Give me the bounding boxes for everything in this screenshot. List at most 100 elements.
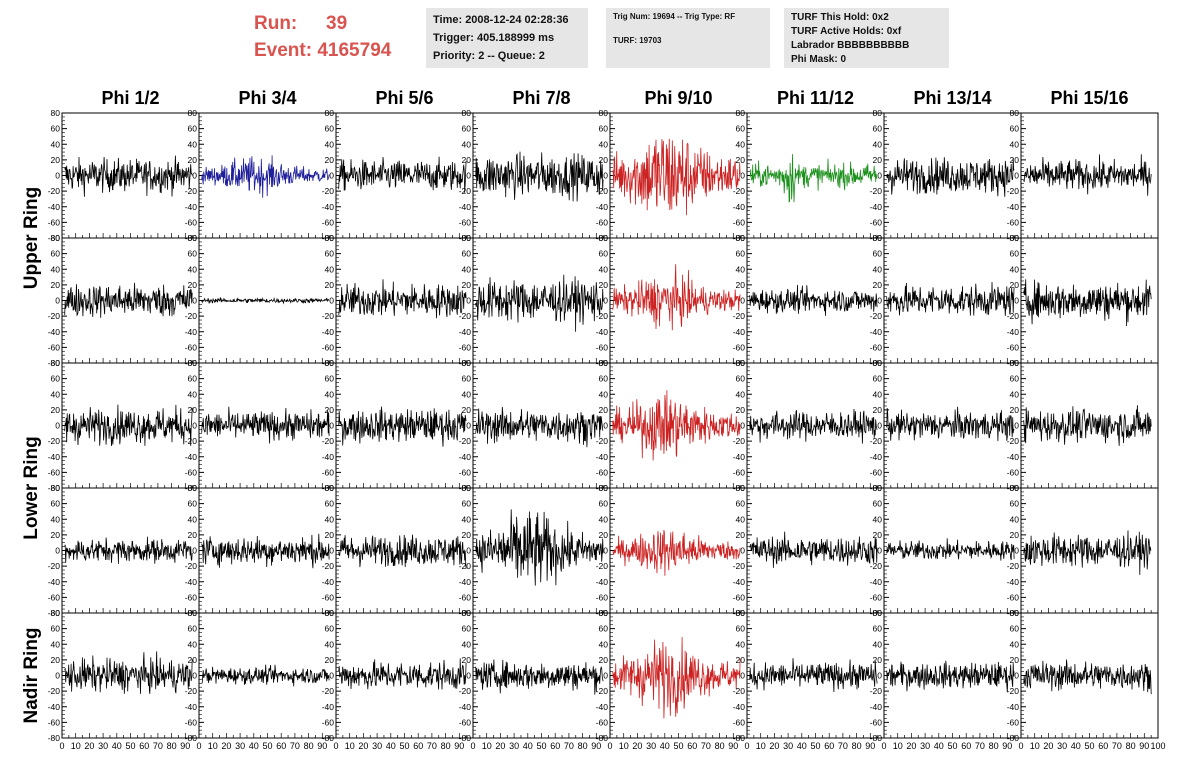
y-tick-label: 60 bbox=[873, 249, 883, 259]
y-tick-label: -60 bbox=[1007, 342, 1020, 352]
y-tick-label: 80 bbox=[599, 483, 609, 493]
y-tick-label: 40 bbox=[325, 514, 335, 524]
y-tick-label: -40 bbox=[185, 702, 198, 712]
waveform-trace bbox=[749, 408, 878, 444]
y-tick-label: -80 bbox=[48, 608, 61, 618]
y-tick-label: -60 bbox=[733, 592, 746, 602]
y-tick-label: 60 bbox=[462, 499, 472, 509]
y-tick-label: 20 bbox=[736, 655, 746, 665]
y-tick-label: 40 bbox=[188, 389, 198, 399]
y-tick-label: -40 bbox=[733, 577, 746, 587]
waveform-trace bbox=[475, 151, 604, 202]
run-value: 39 bbox=[326, 13, 348, 34]
y-tick-label: 60 bbox=[1010, 624, 1020, 634]
y-tick-label: 80 bbox=[462, 608, 472, 618]
x-tick-label: 40 bbox=[660, 741, 670, 751]
x-tick-label: 30 bbox=[235, 741, 245, 751]
y-tick-label: -60 bbox=[459, 467, 472, 477]
y-tick-label: -40 bbox=[48, 327, 61, 337]
y-tick-label: -20 bbox=[459, 686, 472, 696]
y-tick-label: -20 bbox=[1007, 686, 1020, 696]
y-tick-label: 0 bbox=[55, 296, 60, 306]
y-tick-label: 40 bbox=[873, 514, 883, 524]
y-tick-label: 80 bbox=[51, 483, 61, 493]
active-holds-text: TURF Active Holds: 0xf bbox=[791, 26, 902, 37]
y-tick-label: 20 bbox=[462, 155, 472, 165]
y-tick-label: -40 bbox=[48, 452, 61, 462]
y-tick-label: 80 bbox=[325, 483, 335, 493]
y-tick-label: 80 bbox=[462, 358, 472, 368]
y-tick-label: -60 bbox=[459, 342, 472, 352]
column-title: Phi 9/10 bbox=[644, 88, 712, 108]
y-tick-label: 40 bbox=[462, 514, 472, 524]
y-tick-label: 40 bbox=[325, 139, 335, 149]
y-tick-label: -20 bbox=[48, 686, 61, 696]
y-tick-label: 60 bbox=[873, 374, 883, 384]
y-tick-label: 20 bbox=[873, 655, 883, 665]
x-tick-label: 60 bbox=[139, 741, 149, 751]
y-tick-label: -60 bbox=[733, 217, 746, 227]
x-tick-label: 20 bbox=[906, 741, 916, 751]
x-tick-label: 20 bbox=[221, 741, 231, 751]
y-tick-label: -40 bbox=[870, 327, 883, 337]
y-tick-label: -40 bbox=[596, 327, 609, 337]
y-tick-label: 60 bbox=[1010, 124, 1020, 134]
y-tick-label: 0 bbox=[55, 546, 60, 556]
waveform-trace bbox=[749, 154, 878, 203]
x-tick-label: 90 bbox=[865, 741, 875, 751]
y-tick-label: -60 bbox=[870, 717, 883, 727]
y-tick-label: -60 bbox=[870, 467, 883, 477]
y-tick-label: -40 bbox=[459, 202, 472, 212]
y-tick-label: 0 bbox=[55, 171, 60, 181]
x-tick-label: 0 bbox=[470, 741, 475, 751]
waveform-trace bbox=[886, 281, 1015, 317]
y-tick-label: 80 bbox=[599, 108, 609, 118]
y-tick-label: -20 bbox=[185, 436, 198, 446]
y-tick-label: 60 bbox=[51, 624, 61, 634]
y-tick-label: -40 bbox=[48, 702, 61, 712]
y-tick-label: -40 bbox=[1007, 327, 1020, 337]
labrador-text: Labrador BBBBBBBBBB bbox=[791, 40, 910, 51]
y-tick-label: -20 bbox=[733, 436, 746, 446]
y-tick-label: -60 bbox=[322, 217, 335, 227]
y-tick-label: -20 bbox=[870, 311, 883, 321]
waveform-trace bbox=[64, 282, 193, 318]
y-tick-label: 40 bbox=[599, 514, 609, 524]
y-tick-label: 80 bbox=[873, 233, 883, 243]
x-tick-label: 30 bbox=[1057, 741, 1067, 751]
y-tick-label: -40 bbox=[733, 202, 746, 212]
y-tick-label: 0 bbox=[192, 296, 197, 306]
x-tick-label: 60 bbox=[687, 741, 697, 751]
waveform-trace bbox=[1023, 154, 1152, 196]
y-tick-label: 40 bbox=[188, 264, 198, 274]
y-tick-label: 80 bbox=[736, 358, 746, 368]
x-tick-label: 10 bbox=[345, 741, 355, 751]
y-tick-label: -40 bbox=[870, 577, 883, 587]
x-tick-label: 10 bbox=[71, 741, 81, 751]
waveform-trace bbox=[201, 533, 330, 569]
y-tick-label: -40 bbox=[185, 577, 198, 587]
y-tick-label: 20 bbox=[188, 530, 198, 540]
y-tick-label: -60 bbox=[459, 717, 472, 727]
waveform-trace bbox=[64, 651, 193, 694]
y-tick-label: 60 bbox=[462, 624, 472, 634]
y-tick-label: 20 bbox=[599, 280, 609, 290]
waveform-trace bbox=[612, 529, 741, 576]
y-tick-label: -80 bbox=[48, 358, 61, 368]
waveform-trace bbox=[886, 406, 1015, 442]
y-tick-label: 60 bbox=[188, 374, 198, 384]
y-tick-label: 0 bbox=[1014, 421, 1019, 431]
y-tick-label: 60 bbox=[736, 499, 746, 509]
y-tick-label: -60 bbox=[322, 467, 335, 477]
y-tick-label: -40 bbox=[596, 577, 609, 587]
y-tick-label: 20 bbox=[736, 155, 746, 165]
waveform-trace bbox=[475, 509, 604, 586]
y-tick-label: -20 bbox=[185, 561, 198, 571]
run-label: Run: bbox=[254, 13, 298, 34]
x-tick-label: 50 bbox=[262, 741, 272, 751]
y-tick-label: 0 bbox=[740, 171, 745, 181]
y-tick-label: -40 bbox=[48, 577, 61, 587]
y-tick-label: 40 bbox=[325, 264, 335, 274]
y-tick-label: -20 bbox=[870, 186, 883, 196]
y-tick-label: 0 bbox=[192, 171, 197, 181]
